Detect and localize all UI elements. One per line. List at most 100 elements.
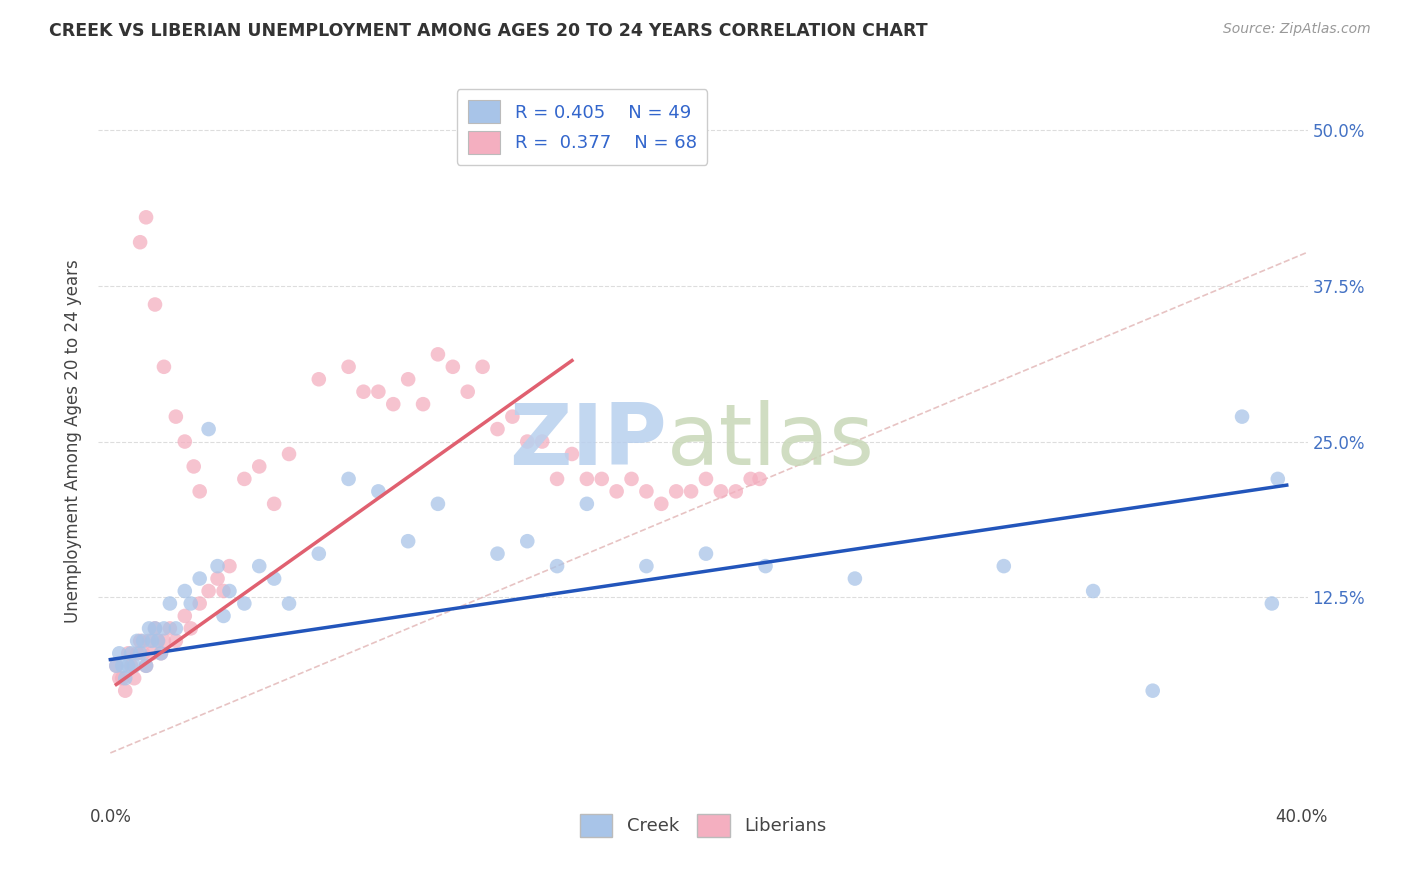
Point <box>153 633 176 648</box>
Point <box>122 671 145 685</box>
Point <box>135 658 157 673</box>
Point <box>308 372 330 386</box>
Point <box>180 621 202 635</box>
Point <box>486 422 509 436</box>
Legend: Creek, Liberians: Creek, Liberians <box>572 806 834 845</box>
Point <box>337 472 360 486</box>
Point <box>396 372 419 386</box>
Point <box>516 434 538 449</box>
Point <box>681 484 703 499</box>
Point <box>606 484 628 499</box>
Point <box>183 459 205 474</box>
Point <box>278 447 301 461</box>
Point <box>149 646 172 660</box>
Point <box>146 633 169 648</box>
Point <box>426 347 449 361</box>
Point <box>129 646 152 660</box>
Point <box>143 621 166 635</box>
Point <box>233 597 256 611</box>
Point <box>650 497 672 511</box>
Point <box>159 597 181 611</box>
Point <box>138 633 160 648</box>
Point <box>180 597 202 611</box>
Point <box>353 384 375 399</box>
Point <box>165 621 187 635</box>
Point <box>426 497 449 511</box>
Point <box>441 359 464 374</box>
Point <box>486 547 509 561</box>
Point <box>135 658 157 673</box>
Point <box>122 658 145 673</box>
Point <box>165 409 187 424</box>
Point <box>143 621 166 635</box>
Point <box>367 384 389 399</box>
Point <box>153 621 176 635</box>
Point <box>1081 584 1104 599</box>
Point <box>197 422 219 436</box>
Point <box>173 434 195 449</box>
Point <box>207 559 229 574</box>
Point <box>575 497 598 511</box>
Point <box>710 484 733 499</box>
Point <box>382 397 405 411</box>
Point <box>247 459 270 474</box>
Point <box>516 534 538 549</box>
Point <box>748 472 770 486</box>
Point <box>153 359 176 374</box>
Point <box>546 559 568 574</box>
Point <box>695 472 717 486</box>
Point <box>575 472 598 486</box>
Point <box>105 658 128 673</box>
Point <box>263 572 285 586</box>
Point <box>197 584 219 599</box>
Point <box>111 671 134 685</box>
Y-axis label: Unemployment Among Ages 20 to 24 years: Unemployment Among Ages 20 to 24 years <box>65 260 83 624</box>
Point <box>218 559 240 574</box>
Point <box>247 559 270 574</box>
Point <box>212 609 235 624</box>
Point <box>263 497 285 511</box>
Point <box>591 472 613 486</box>
Point <box>695 547 717 561</box>
Point <box>141 646 163 660</box>
Point <box>138 621 160 635</box>
Point <box>844 572 866 586</box>
Point <box>105 658 128 673</box>
Point <box>337 359 360 374</box>
Point <box>114 671 136 685</box>
Point <box>471 359 494 374</box>
Point <box>993 559 1015 574</box>
Point <box>1230 409 1253 424</box>
Point <box>367 484 389 499</box>
Text: ZIP: ZIP <box>509 400 666 483</box>
Point <box>561 447 583 461</box>
Point <box>117 658 139 673</box>
Point <box>278 597 301 611</box>
Point <box>1142 683 1164 698</box>
Point <box>129 235 152 250</box>
Point <box>207 572 229 586</box>
Text: CREEK VS LIBERIAN UNEMPLOYMENT AMONG AGES 20 TO 24 YEARS CORRELATION CHART: CREEK VS LIBERIAN UNEMPLOYMENT AMONG AGE… <box>49 22 928 40</box>
Text: Source: ZipAtlas.com: Source: ZipAtlas.com <box>1223 22 1371 37</box>
Point <box>457 384 479 399</box>
Point <box>149 646 172 660</box>
Point <box>132 633 155 648</box>
Point <box>135 211 157 225</box>
Point <box>117 646 139 660</box>
Point <box>412 397 434 411</box>
Point <box>129 633 152 648</box>
Point <box>396 534 419 549</box>
Point <box>218 584 240 599</box>
Point <box>754 559 776 574</box>
Point <box>173 609 195 624</box>
Point <box>127 646 149 660</box>
Point <box>159 621 181 635</box>
Point <box>501 409 523 424</box>
Point <box>531 434 554 449</box>
Point <box>108 646 131 660</box>
Point <box>546 472 568 486</box>
Point <box>724 484 747 499</box>
Point <box>146 633 169 648</box>
Point <box>111 658 134 673</box>
Point <box>188 597 211 611</box>
